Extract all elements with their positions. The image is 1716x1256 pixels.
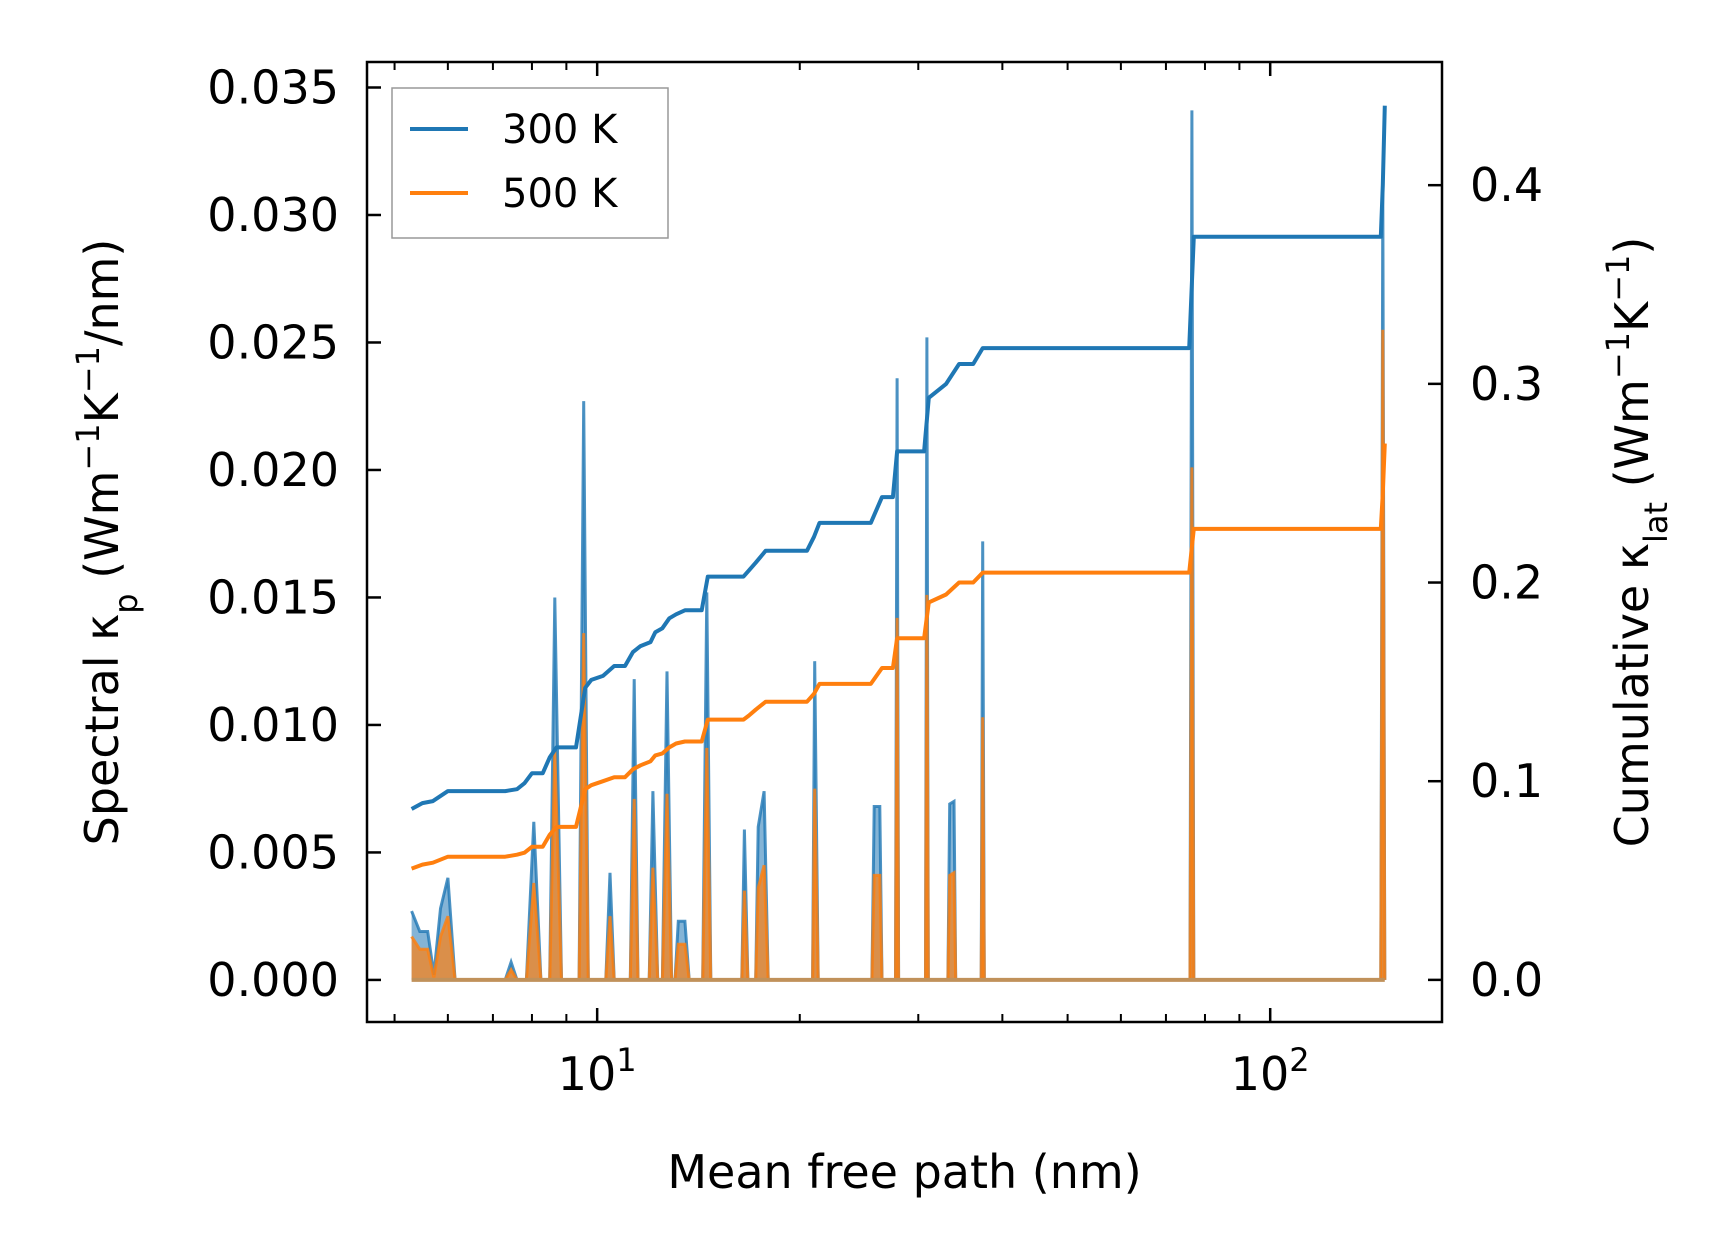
y-left-tick-label: 0.005 bbox=[207, 825, 339, 879]
x-axis-label: Mean free path (nm) bbox=[667, 1145, 1141, 1199]
y-axis-right-label: Cumulative κlat (Wm−1K−1) bbox=[1599, 237, 1675, 848]
y-right-tick-label: 0.1 bbox=[1470, 754, 1543, 808]
x-tick-label-exp: 2 bbox=[1289, 1041, 1309, 1079]
plot-frame bbox=[365, 60, 1444, 1024]
y-right-label-sub: lat bbox=[1637, 502, 1675, 543]
legend: 300 K 500 K bbox=[391, 87, 669, 239]
cumulative-series-layer bbox=[410, 105, 1387, 871]
x-tick-label-base: 10 bbox=[558, 1047, 617, 1101]
y-left-tick-label: 0.035 bbox=[207, 60, 339, 114]
y-right-label-sup1: −1 bbox=[1599, 332, 1637, 379]
x-tick-label: 102 bbox=[1231, 1041, 1310, 1101]
y-axis-left-label: Spectral κp (Wm−1K−1/nm) bbox=[69, 239, 145, 846]
spectral-series-layer bbox=[410, 110, 1387, 982]
y-left-tick-label: 0.000 bbox=[207, 953, 339, 1007]
y-right-tick-label: 0.3 bbox=[1470, 357, 1543, 411]
y-right-label-post: ) bbox=[1605, 237, 1659, 255]
y-right-tick-label: 0.0 bbox=[1470, 953, 1543, 1007]
y-right-tick-label: 0.2 bbox=[1470, 556, 1543, 610]
y-right-label-sup2: −1 bbox=[1599, 255, 1637, 302]
legend-label-300k: 300 K bbox=[502, 107, 619, 153]
y-left-tick-label: 0.015 bbox=[207, 570, 339, 624]
y-left-tick-label: 0.010 bbox=[207, 698, 339, 752]
y-right-label-mid: (Wm bbox=[1605, 379, 1659, 502]
x-tick-label-base: 10 bbox=[1231, 1047, 1290, 1101]
y-left-label-post: /nm) bbox=[75, 239, 129, 346]
y-left-label-sup2: −1 bbox=[69, 346, 107, 393]
x-tick-label: 101 bbox=[558, 1041, 637, 1101]
y-left-tick-label: 0.025 bbox=[207, 315, 339, 369]
cumulative-line-300k bbox=[410, 105, 1387, 811]
y-left-label-sup1: −1 bbox=[69, 423, 107, 470]
ticks-layer: 0.0000.0050.0100.0150.0200.0250.0300.035… bbox=[207, 60, 1543, 1101]
legend-label-500k: 500 K bbox=[502, 171, 619, 217]
x-tick-label-exp: 1 bbox=[616, 1041, 636, 1079]
y-right-label-mid2: K bbox=[1605, 300, 1659, 332]
legend-box bbox=[391, 87, 669, 239]
y-left-label-mid: (Wm bbox=[75, 471, 129, 594]
y-left-label-pre: Spectral κ bbox=[75, 614, 129, 846]
y-right-label-pre: Cumulative κ bbox=[1605, 543, 1659, 847]
y-left-tick-label: 0.020 bbox=[207, 443, 339, 497]
cumulative-line-500k bbox=[410, 443, 1387, 871]
y-left-label-mid2: K bbox=[75, 391, 129, 423]
y-left-label-sub: p bbox=[107, 593, 145, 613]
y-right-tick-label: 0.4 bbox=[1470, 158, 1543, 212]
y-left-tick-label: 0.030 bbox=[207, 188, 339, 242]
